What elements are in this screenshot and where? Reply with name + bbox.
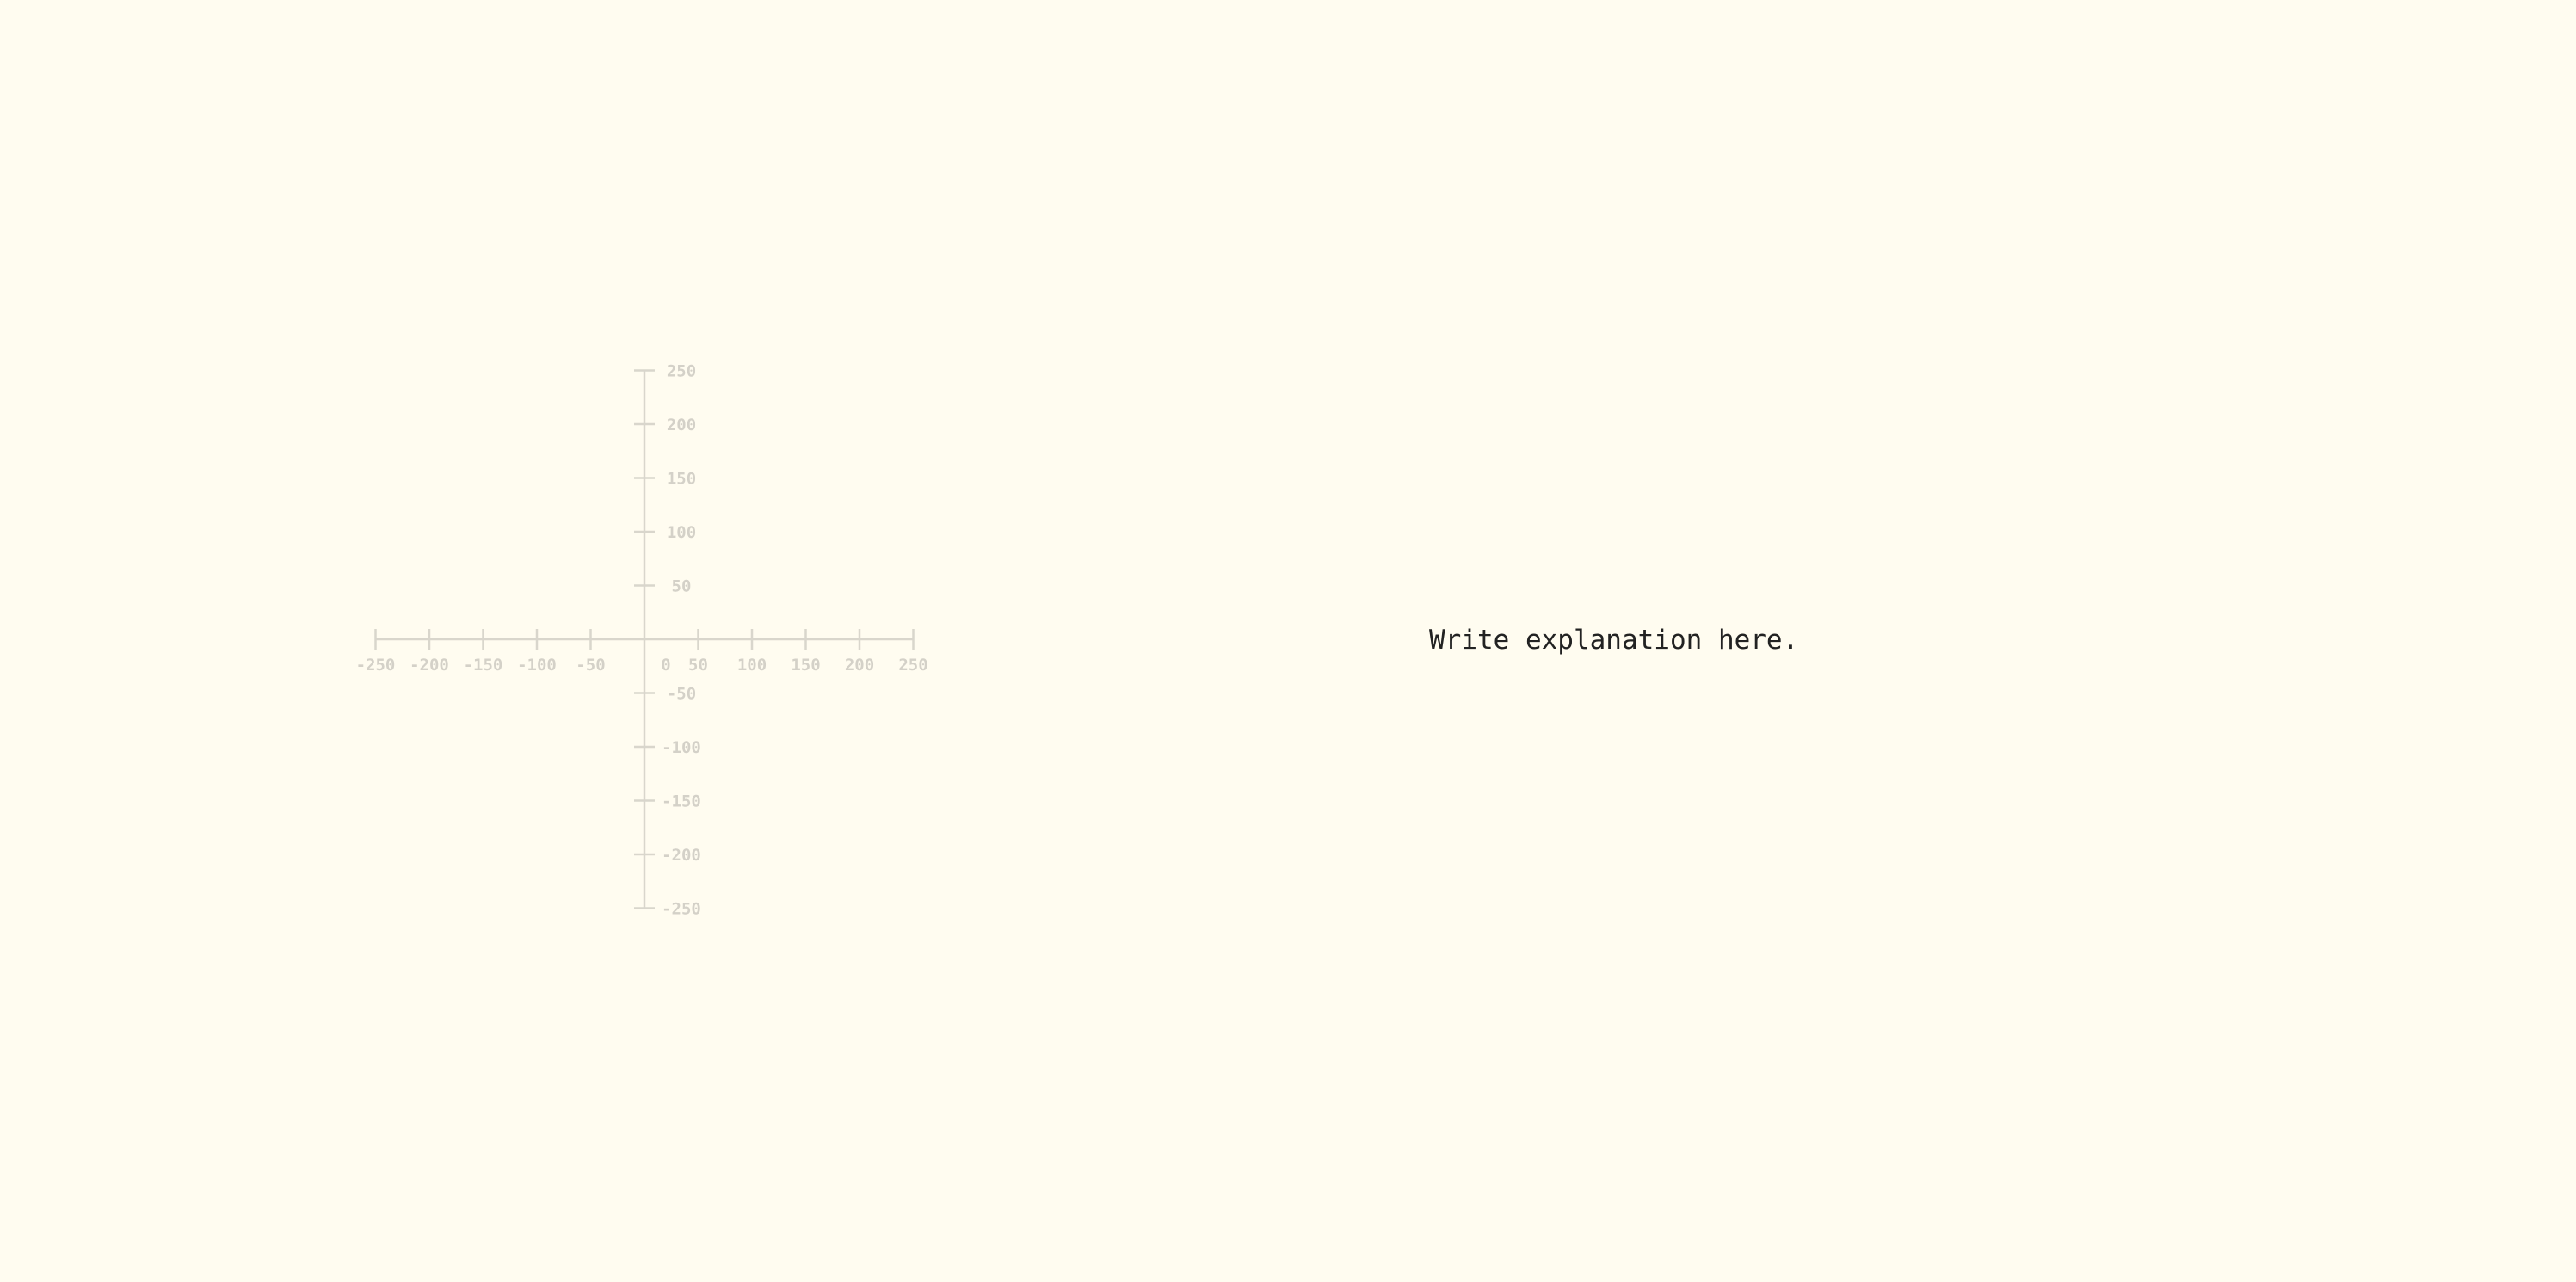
y-tick-label: 200 bbox=[667, 416, 696, 435]
coordinate-plane: -250 -200 -150 -100 -50 0 50 100 150 200 250 -250-… bbox=[356, 362, 928, 919]
x-tick-label: -250 bbox=[356, 656, 396, 675]
y-tick-label: 150 bbox=[667, 470, 696, 489]
x-tick-label: 250 bbox=[898, 656, 927, 675]
x-tick-label: -150 bbox=[464, 656, 503, 675]
y-tick-label: 50 bbox=[672, 577, 692, 596]
x-tick-label: -50 bbox=[576, 656, 605, 675]
y-tick-label: 250 bbox=[667, 362, 696, 381]
y-tick-label: -200 bbox=[662, 846, 701, 865]
axes-group bbox=[375, 370, 914, 909]
y-ticks-group: -250 -200 -150 -100 -50 50 100 150 200 250 bbox=[634, 362, 701, 919]
y-tick-label: -150 bbox=[662, 792, 701, 811]
x-tick-label: 0 bbox=[661, 656, 670, 675]
y-tick-label: -100 bbox=[662, 738, 701, 757]
x-tick-label: 100 bbox=[737, 656, 767, 675]
x-tick-label: -200 bbox=[410, 656, 449, 675]
x-tick-label: 50 bbox=[688, 656, 708, 675]
y-tick-label: 100 bbox=[667, 523, 696, 542]
explanation-text: Write explanation here. bbox=[1429, 625, 1799, 656]
x-ticks-group: -250 -200 -150 -100 -50 0 50 100 150 200 250 bbox=[356, 629, 928, 675]
x-tick-label: -100 bbox=[517, 656, 557, 675]
x-tick-label: 200 bbox=[845, 656, 874, 675]
x-tick-label: 150 bbox=[791, 656, 820, 675]
y-tick-label: -50 bbox=[667, 685, 696, 704]
y-tick-label: -250 bbox=[662, 900, 701, 919]
